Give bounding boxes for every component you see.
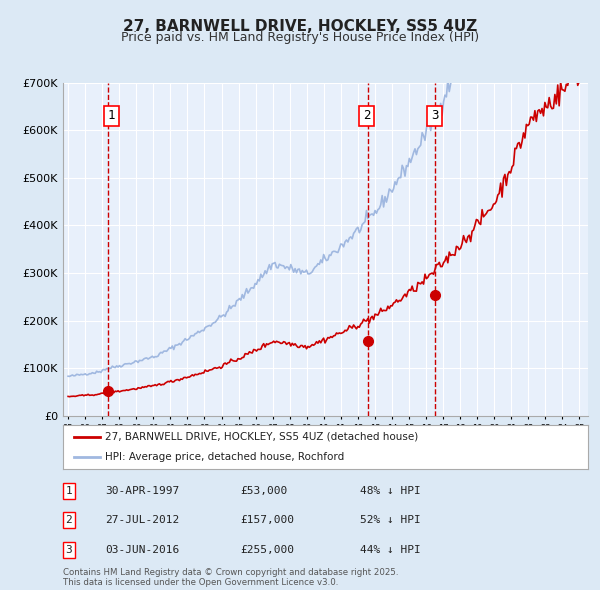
Text: 44% ↓ HPI: 44% ↓ HPI — [360, 545, 421, 555]
Text: 27, BARNWELL DRIVE, HOCKLEY, SS5 4UZ: 27, BARNWELL DRIVE, HOCKLEY, SS5 4UZ — [123, 19, 477, 34]
Text: 52% ↓ HPI: 52% ↓ HPI — [360, 516, 421, 525]
Text: Price paid vs. HM Land Registry's House Price Index (HPI): Price paid vs. HM Land Registry's House … — [121, 31, 479, 44]
Text: 27-JUL-2012: 27-JUL-2012 — [105, 516, 179, 525]
Text: 1: 1 — [107, 109, 115, 123]
Text: HPI: Average price, detached house, Rochford: HPI: Average price, detached house, Roch… — [105, 452, 344, 462]
Text: 3: 3 — [65, 545, 73, 555]
Text: £53,000: £53,000 — [240, 486, 287, 496]
Text: 1: 1 — [65, 486, 73, 496]
Text: Contains HM Land Registry data © Crown copyright and database right 2025.
This d: Contains HM Land Registry data © Crown c… — [63, 568, 398, 587]
Text: 03-JUN-2016: 03-JUN-2016 — [105, 545, 179, 555]
Text: 2: 2 — [363, 109, 370, 123]
Text: 2: 2 — [65, 516, 73, 525]
Text: £157,000: £157,000 — [240, 516, 294, 525]
Text: 30-APR-1997: 30-APR-1997 — [105, 486, 179, 496]
Text: 48% ↓ HPI: 48% ↓ HPI — [360, 486, 421, 496]
Text: 3: 3 — [431, 109, 439, 123]
Text: £255,000: £255,000 — [240, 545, 294, 555]
Text: 27, BARNWELL DRIVE, HOCKLEY, SS5 4UZ (detached house): 27, BARNWELL DRIVE, HOCKLEY, SS5 4UZ (de… — [105, 432, 418, 442]
